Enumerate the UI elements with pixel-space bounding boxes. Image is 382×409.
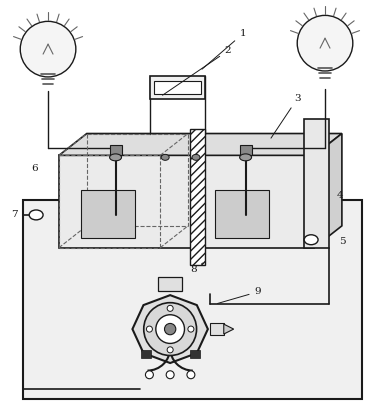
Text: 8: 8	[190, 263, 202, 274]
Text: 6: 6	[31, 164, 38, 173]
Polygon shape	[224, 324, 234, 334]
Bar	[304, 119, 329, 248]
Circle shape	[144, 303, 197, 355]
Text: 4: 4	[337, 191, 343, 200]
Ellipse shape	[29, 210, 43, 220]
Bar	[215, 190, 269, 238]
Circle shape	[146, 371, 154, 379]
Circle shape	[20, 21, 76, 77]
Text: 1: 1	[202, 29, 246, 69]
Polygon shape	[314, 133, 342, 248]
Ellipse shape	[304, 235, 318, 245]
Circle shape	[297, 16, 353, 71]
Ellipse shape	[192, 154, 200, 160]
Circle shape	[165, 324, 176, 335]
Ellipse shape	[240, 154, 252, 161]
Bar	[23, 200, 362, 399]
Bar	[141, 350, 151, 358]
Bar	[154, 81, 201, 94]
Polygon shape	[133, 295, 208, 363]
Polygon shape	[59, 155, 314, 248]
Circle shape	[156, 315, 185, 344]
Bar	[110, 146, 121, 155]
Bar	[210, 323, 224, 335]
Bar	[190, 350, 200, 358]
Circle shape	[167, 306, 173, 311]
Circle shape	[187, 371, 195, 379]
Circle shape	[146, 326, 152, 332]
Text: 3: 3	[271, 94, 301, 138]
Text: 2: 2	[162, 46, 231, 95]
Ellipse shape	[110, 154, 121, 161]
Text: 7: 7	[11, 210, 18, 219]
Circle shape	[166, 371, 174, 379]
Ellipse shape	[161, 154, 169, 160]
Bar	[158, 277, 182, 291]
Bar	[81, 190, 135, 238]
Circle shape	[188, 326, 194, 332]
Polygon shape	[59, 133, 342, 155]
Bar	[240, 146, 252, 155]
Text: 9: 9	[217, 288, 261, 303]
Circle shape	[167, 347, 173, 353]
Polygon shape	[190, 128, 205, 265]
Bar	[150, 76, 205, 99]
Text: 5: 5	[339, 237, 346, 246]
